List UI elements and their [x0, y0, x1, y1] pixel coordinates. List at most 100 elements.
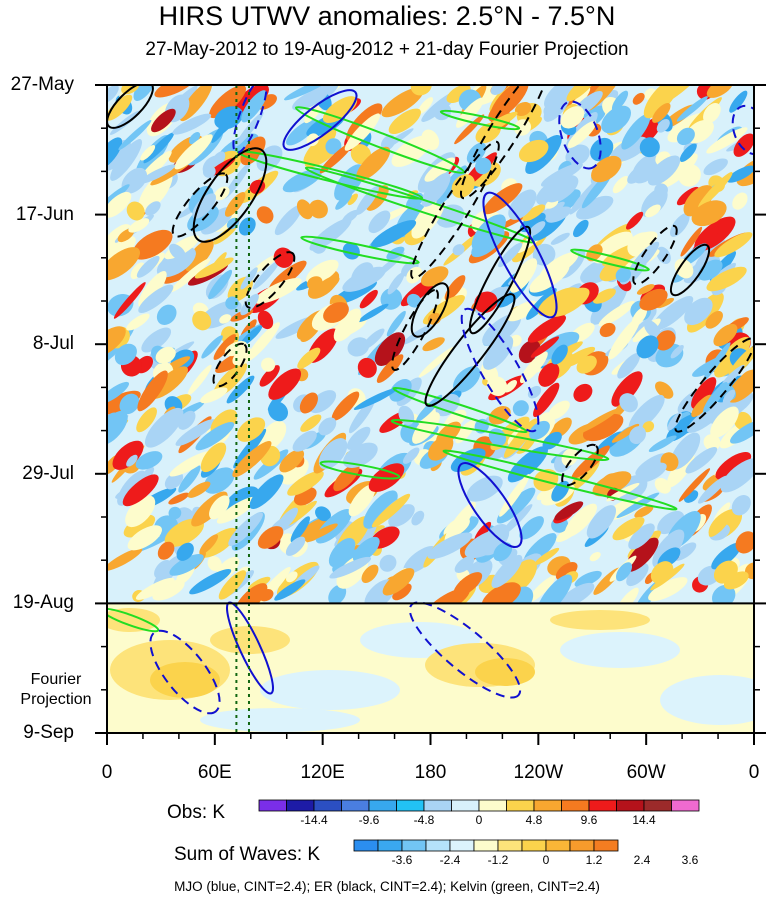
field-patch: [519, 516, 544, 540]
field-patch: [130, 262, 145, 280]
field-patch: [576, 408, 619, 434]
projection-patch: [107, 608, 160, 632]
field-patch: [703, 102, 721, 124]
field-patch: [417, 97, 434, 114]
field-patch: [211, 116, 233, 143]
field-patch: [328, 584, 347, 605]
field-patch: [241, 90, 267, 123]
field-patch: [643, 85, 680, 119]
field-patch: [592, 288, 616, 304]
field-patch: [482, 335, 514, 370]
waves-colorbar-label: Sum of Waves: K: [174, 844, 321, 865]
kelvin-contour: [319, 460, 401, 480]
field-patch: [711, 542, 742, 570]
field-patch: [529, 420, 550, 440]
obs-colorbar-swatch: [478, 799, 507, 812]
field-patch: [128, 218, 150, 233]
field-patch: [346, 426, 371, 450]
field-patch: [246, 322, 280, 362]
field-patch: [571, 445, 610, 479]
field-patch: [233, 428, 267, 469]
field-patch: [376, 354, 404, 383]
field-patch: [420, 266, 449, 287]
mjo-contour: [408, 601, 522, 699]
field-patch: [615, 267, 631, 283]
field-patch: [406, 266, 423, 284]
field-patch: [355, 186, 379, 215]
field-patch: [347, 337, 370, 357]
field-patch: [403, 546, 437, 574]
field-patch: [257, 526, 284, 549]
field-patch: [107, 410, 128, 446]
field-patch: [626, 211, 644, 230]
field-patch: [514, 101, 532, 117]
er-contour: [391, 288, 439, 372]
obs-colorbar-tick-label: -14.4: [300, 813, 328, 827]
field-patch: [290, 516, 310, 543]
field-patch: [155, 346, 176, 364]
obs-colorbar-tick-label: -9.6: [358, 813, 380, 827]
field-patch: [655, 381, 674, 399]
x-tick-label: 0: [748, 762, 760, 783]
waves-colorbar-swatch: [545, 839, 571, 852]
field-patch: [683, 185, 714, 217]
field-patch: [592, 231, 633, 264]
field-patch: [537, 287, 581, 317]
field-patch: [297, 347, 321, 369]
mjo-contour: [282, 89, 358, 151]
field-patch: [444, 275, 466, 301]
field-patch: [713, 323, 738, 347]
field-patch: [371, 493, 411, 528]
field-patch: [381, 87, 424, 118]
waves-colorbar-tick-label: 2.4: [633, 853, 651, 867]
field-patch: [179, 85, 213, 122]
field-patch: [200, 387, 228, 404]
field-patch: [416, 394, 443, 422]
field-patch: [201, 335, 223, 359]
waves-colorbar-swatch: [425, 839, 451, 852]
field-patch: [533, 382, 560, 418]
mjo-contour: [731, 104, 754, 156]
field-patch: [490, 85, 507, 95]
field-patch: [307, 523, 338, 541]
field-patch: [421, 129, 440, 151]
field-patch: [685, 446, 718, 474]
field-patch: [639, 137, 660, 158]
field-patch: [451, 174, 475, 198]
field-patch: [344, 113, 381, 151]
field-patch: [318, 417, 337, 436]
field-patch: [118, 119, 152, 151]
projection-patch: [560, 632, 680, 668]
field-patch: [189, 569, 232, 595]
projection-patch: [660, 675, 754, 725]
field-patch: [110, 139, 143, 181]
field-patch: [136, 407, 157, 433]
field-patch: [723, 571, 749, 590]
field-patch: [353, 388, 398, 410]
field-patch: [569, 176, 603, 215]
field-patch: [268, 368, 302, 400]
field-patch: [543, 104, 558, 119]
field-patch: [656, 246, 671, 264]
field-patch: [127, 525, 162, 551]
field-patch: [504, 379, 517, 393]
field-patch: [348, 484, 376, 517]
field-patch: [542, 431, 562, 450]
field-patch: [169, 243, 187, 261]
field-patch: [114, 343, 137, 366]
plot-frame: [95, 84, 766, 745]
field-patch: [590, 137, 614, 162]
field-patch: [598, 301, 635, 327]
field-patch: [299, 392, 318, 414]
field-patch: [555, 562, 578, 581]
field-patch: [219, 314, 232, 324]
field-patch: [224, 341, 248, 357]
field-patch: [138, 284, 174, 313]
field-patch: [708, 512, 732, 537]
field-patch: [126, 454, 138, 467]
field-patch: [204, 471, 226, 493]
projection-patch: [210, 626, 290, 654]
waves-colorbar-swatch: [521, 839, 547, 852]
field-patch: [285, 536, 306, 556]
field-patch: [676, 96, 708, 122]
